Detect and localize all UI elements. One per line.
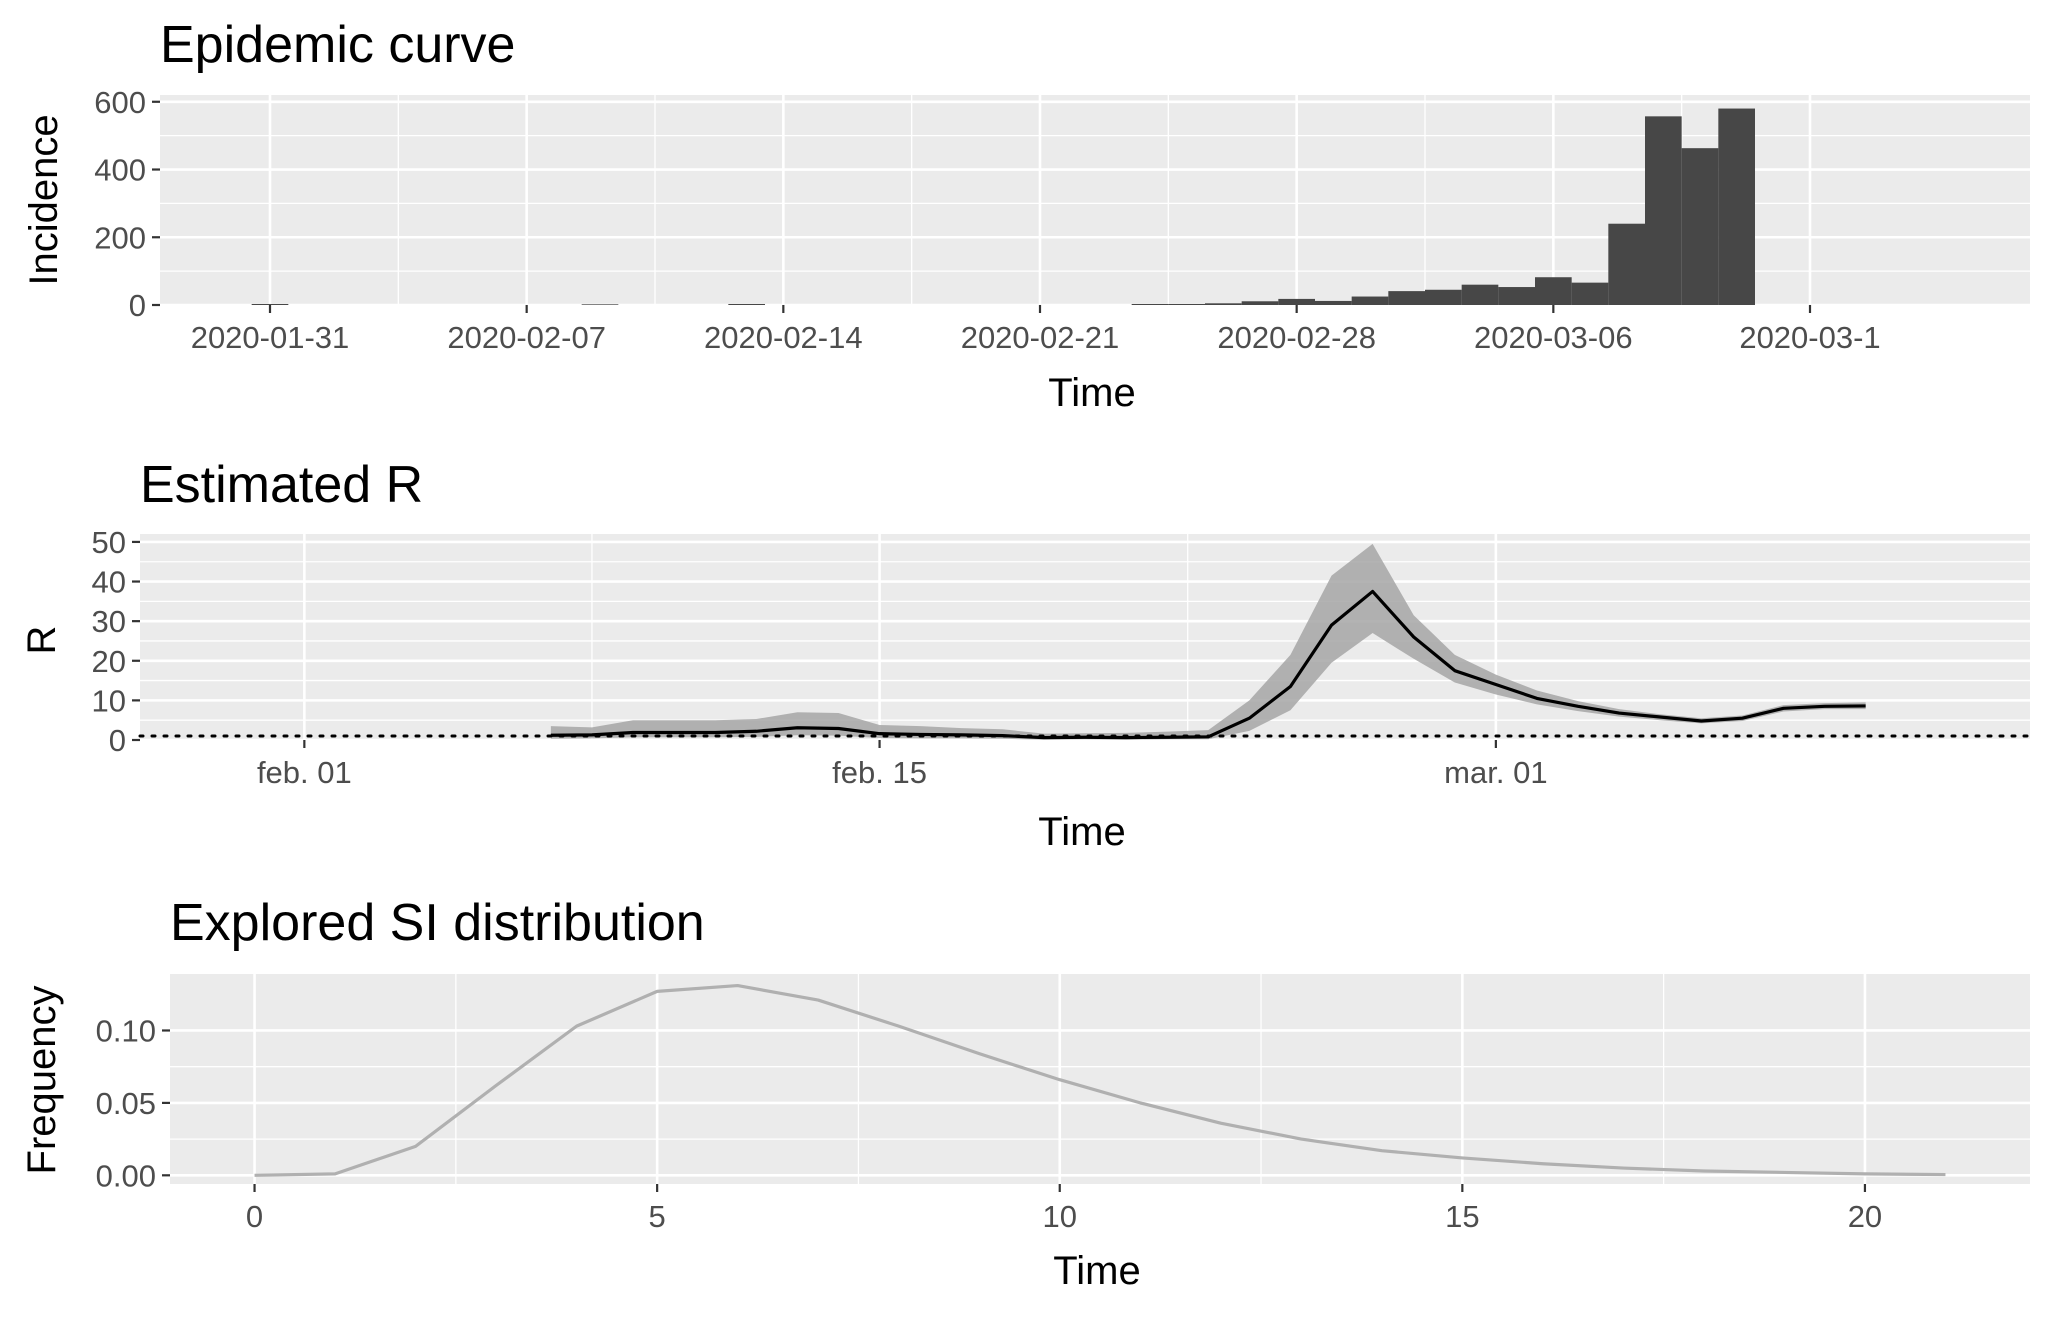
x-tick-label: 20: [1848, 1199, 1882, 1234]
estimated-r-panel: Estimated R 0 10 20 30 40 50 feb. 01 feb. 15 ma…: [20, 456, 2032, 854]
bar: [1205, 303, 1242, 305]
y-tick-label: 40: [92, 565, 126, 600]
x-axis-title: Time: [1048, 371, 1135, 415]
bar: [1131, 303, 1169, 305]
bar: [1351, 296, 1389, 305]
chart-title: Explored SI distribution: [170, 894, 705, 952]
y-tick-label: 200: [94, 220, 146, 255]
y-axis-title: Incidence: [22, 114, 66, 285]
y-axis-ticks: 0 10 20 30 40 50: [92, 525, 140, 758]
x-axis-title: Time: [1038, 810, 1125, 854]
y-tick-label: 600: [94, 85, 146, 120]
bar: [251, 303, 289, 305]
y-tick-label: 10: [92, 683, 126, 718]
bar: [1168, 303, 1205, 305]
x-tick-label: 0: [246, 1199, 263, 1234]
y-tick-label: 50: [92, 525, 126, 560]
gridlines: [140, 534, 2030, 742]
y-tick-label: 0.05: [96, 1086, 156, 1121]
bar: [1681, 148, 1719, 305]
x-tick-label: mar. 01: [1444, 755, 1547, 790]
x-tick-label: 2020-02-14: [704, 320, 863, 355]
bar: [1278, 298, 1315, 305]
bar: [1241, 301, 1279, 305]
si-distribution-panel: Explored SI distribution 0.00 0.05 0.10 0 5…: [20, 894, 2030, 1293]
y-axis-ticks: 0.00 0.05 0.10: [96, 1013, 170, 1193]
bar: [581, 304, 619, 305]
x-axis-ticks: feb. 01 feb. 15 mar. 01: [257, 740, 1548, 790]
x-tick-label: 2020-03-1: [1739, 320, 1880, 355]
y-axis-title: Frequency: [20, 986, 64, 1175]
bars: [251, 108, 1755, 305]
x-axis-ticks: 2020-01-31 2020-02-07 2020-02-14 2020-02-21…: [191, 305, 1881, 355]
bar: [1388, 291, 1425, 305]
series-line: [550, 589, 1866, 740]
y-tick-label: 30: [92, 604, 126, 639]
y-axis-ticks: 0 200 400 600: [94, 85, 160, 323]
chart-title: Estimated R: [140, 456, 423, 514]
bar: [1425, 289, 1462, 305]
bar: [728, 303, 765, 305]
x-tick-label: 2020-02-07: [447, 320, 606, 355]
x-tick-label: 2020-02-28: [1217, 320, 1376, 355]
x-tick-label: feb. 01: [257, 755, 352, 790]
plot-background: [140, 534, 2030, 740]
x-tick-label: 2020-02-21: [961, 320, 1120, 355]
mean-r-line: [550, 589, 1866, 740]
bar: [1461, 284, 1499, 305]
x-tick-label: 2020-03-06: [1474, 320, 1633, 355]
y-tick-label: 0.00: [96, 1158, 156, 1193]
y-tick-label: 20: [92, 644, 126, 679]
chart-title: Epidemic curve: [160, 16, 515, 74]
bar: [1535, 277, 1572, 305]
bar: [1718, 108, 1755, 305]
y-tick-label: 0: [129, 288, 146, 323]
x-axis-title: Time: [1053, 1249, 1140, 1293]
y-axis-title: R: [20, 626, 64, 655]
x-tick-label: 5: [649, 1199, 666, 1234]
x-axis-ticks: 0 5 10 15 20: [246, 1184, 1882, 1234]
bar: [1608, 223, 1645, 305]
y-tick-label: 0.10: [96, 1013, 156, 1048]
y-tick-label: 0: [109, 723, 126, 758]
gridlines: [170, 974, 2030, 1184]
y-tick-label: 400: [94, 153, 146, 188]
x-tick-label: 2020-01-31: [191, 320, 350, 355]
bar: [1315, 300, 1352, 305]
si-line: [254, 983, 1946, 1177]
bar: [1571, 282, 1609, 305]
plot-background: [170, 974, 2030, 1184]
ribbon-area: [550, 543, 1866, 740]
series-line: [254, 983, 1946, 1177]
confidence-ribbon: [550, 543, 1866, 740]
x-tick-label: 15: [1445, 1199, 1479, 1234]
x-tick-label: feb. 15: [832, 755, 927, 790]
x-tick-label: 10: [1042, 1199, 1076, 1234]
bar: [1645, 116, 1682, 305]
bar: [1498, 287, 1535, 305]
